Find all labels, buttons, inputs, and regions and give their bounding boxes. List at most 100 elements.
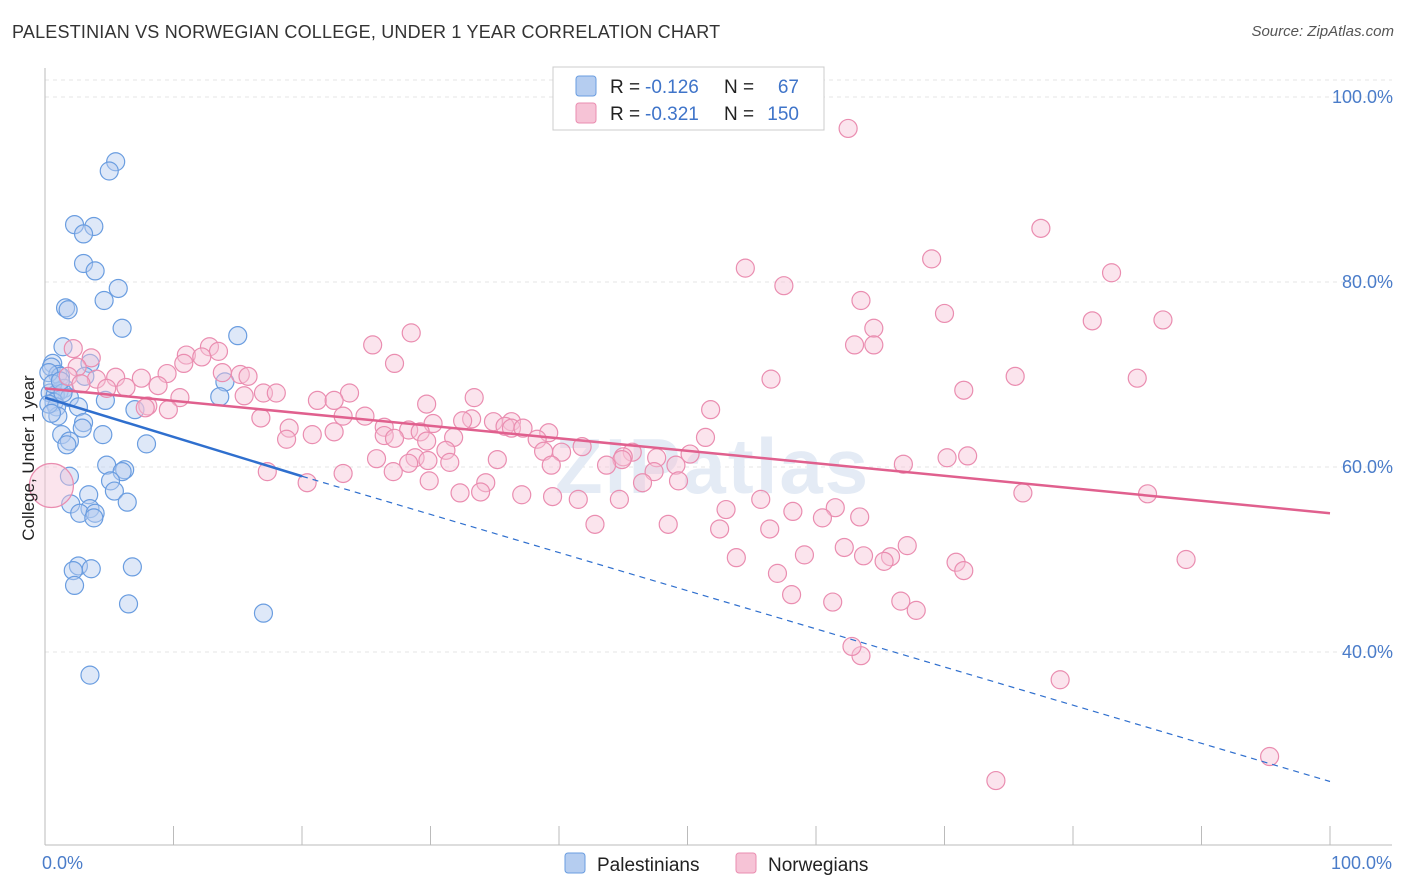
- point-norwegians: [644, 462, 664, 482]
- point-norwegians: [541, 455, 561, 475]
- point-palestinians: [59, 466, 80, 486]
- point-norwegians: [834, 537, 854, 558]
- point-palestinians: [100, 471, 121, 491]
- point-norwegians: [1031, 218, 1051, 238]
- point-norwegians: [383, 462, 403, 482]
- trend-lines: [44, 387, 1331, 783]
- point-norwegians: [279, 418, 299, 438]
- point-palestinians: [64, 575, 85, 596]
- stats-legend: R = -0.126 N = 67 R = -0.321 N = 150: [552, 66, 825, 131]
- point-norwegians: [399, 453, 419, 473]
- point-norwegians: [922, 249, 942, 269]
- point-norwegians: [135, 398, 155, 418]
- series-legend-swatch-palestinians: [564, 852, 586, 874]
- point-palestinians: [50, 366, 71, 386]
- legend-n-value-1: 67: [778, 77, 799, 98]
- point-norwegians: [417, 394, 437, 414]
- series-legend-label-palestinians: Palestinians: [597, 855, 699, 876]
- x-tick-label-min: 0.0%: [42, 853, 83, 873]
- point-norwegians: [774, 276, 794, 296]
- point-norwegians: [823, 592, 843, 612]
- point-palestinians: [136, 434, 157, 454]
- point-norwegians: [585, 514, 605, 534]
- point-norwegians: [192, 347, 212, 367]
- point-norwegians: [131, 368, 151, 388]
- point-norwegians: [1153, 310, 1173, 330]
- point-palestinians: [81, 559, 101, 579]
- point-norwegians: [199, 337, 220, 357]
- point-norwegians: [410, 422, 430, 442]
- legend-r-value-2: -0.321: [645, 104, 699, 125]
- point-norwegians: [767, 563, 788, 583]
- point-norwegians: [937, 448, 957, 468]
- point-norwegians: [701, 400, 721, 420]
- point-norwegians: [906, 600, 926, 620]
- point-norwegians: [450, 483, 470, 503]
- point-norwegians: [986, 770, 1006, 791]
- point-norwegians: [440, 452, 460, 472]
- point-norwegians: [476, 473, 496, 493]
- y-axis-label: College, Under 1 year: [19, 375, 38, 541]
- y-tick-label-100: 100.0%: [1332, 87, 1393, 107]
- point-norwegians: [28, 462, 75, 509]
- point-norwegians: [726, 548, 746, 568]
- trend-line-palestinians: [44, 396, 303, 478]
- point-norwegians: [324, 422, 344, 442]
- point-norwegians: [851, 290, 871, 311]
- point-norwegians: [487, 450, 507, 470]
- point-norwegians: [893, 454, 913, 474]
- point-norwegians: [658, 514, 678, 534]
- series-norwegians: [28, 118, 1280, 791]
- point-palestinians: [63, 560, 83, 581]
- chart-source: Source: ZipAtlas.com: [1251, 23, 1394, 40]
- point-norwegians: [355, 406, 375, 426]
- point-norwegians: [417, 431, 437, 451]
- points: [28, 118, 1280, 791]
- point-palestinians: [52, 425, 72, 445]
- point-palestinians: [80, 665, 100, 685]
- legend-n-label-1: N =: [724, 77, 754, 98]
- point-norwegians: [596, 455, 617, 475]
- point-palestinians: [70, 503, 90, 523]
- point-norwegians: [266, 383, 286, 403]
- y-tick-label-40: 40.0%: [1342, 642, 1393, 662]
- point-norwegians: [363, 335, 383, 355]
- point-norwegians: [333, 463, 353, 484]
- point-palestinians: [93, 425, 113, 445]
- point-norwegians: [783, 501, 803, 521]
- point-norwegians: [1082, 311, 1102, 331]
- point-norwegians: [212, 363, 232, 383]
- legend-r-label-2: R =: [610, 104, 640, 125]
- point-norwegians: [419, 471, 439, 491]
- point-norwegians: [81, 348, 101, 368]
- point-norwegians: [1101, 263, 1122, 283]
- series-legend-label-norwegians: Norwegians: [768, 855, 868, 876]
- point-palestinians: [85, 261, 105, 281]
- point-norwegians: [1127, 368, 1147, 388]
- point-norwegians: [668, 471, 689, 491]
- point-norwegians: [436, 440, 456, 460]
- point-norwegians: [666, 455, 686, 475]
- axes: [44, 68, 1392, 846]
- point-norwegians: [958, 446, 978, 466]
- point-palestinians: [58, 300, 78, 320]
- point-norwegians: [384, 428, 405, 448]
- point-norwegians: [158, 400, 178, 420]
- legend-swatch-norwegians: [575, 102, 597, 124]
- point-norwegians: [384, 353, 405, 373]
- point-norwegians: [781, 585, 802, 605]
- point-norwegians: [1013, 483, 1033, 503]
- point-norwegians: [853, 546, 874, 566]
- point-norwegians: [513, 418, 533, 438]
- point-norwegians: [1260, 746, 1280, 767]
- point-palestinians: [99, 161, 119, 181]
- point-palestinians: [118, 594, 139, 614]
- point-palestinians: [94, 290, 114, 311]
- point-norwegians: [401, 323, 421, 343]
- point-norwegians: [512, 485, 532, 505]
- series-legend: Palestinians Norwegians: [564, 852, 868, 876]
- point-norwegians: [751, 489, 771, 509]
- point-palestinians: [73, 253, 94, 274]
- point-palestinians: [117, 492, 137, 512]
